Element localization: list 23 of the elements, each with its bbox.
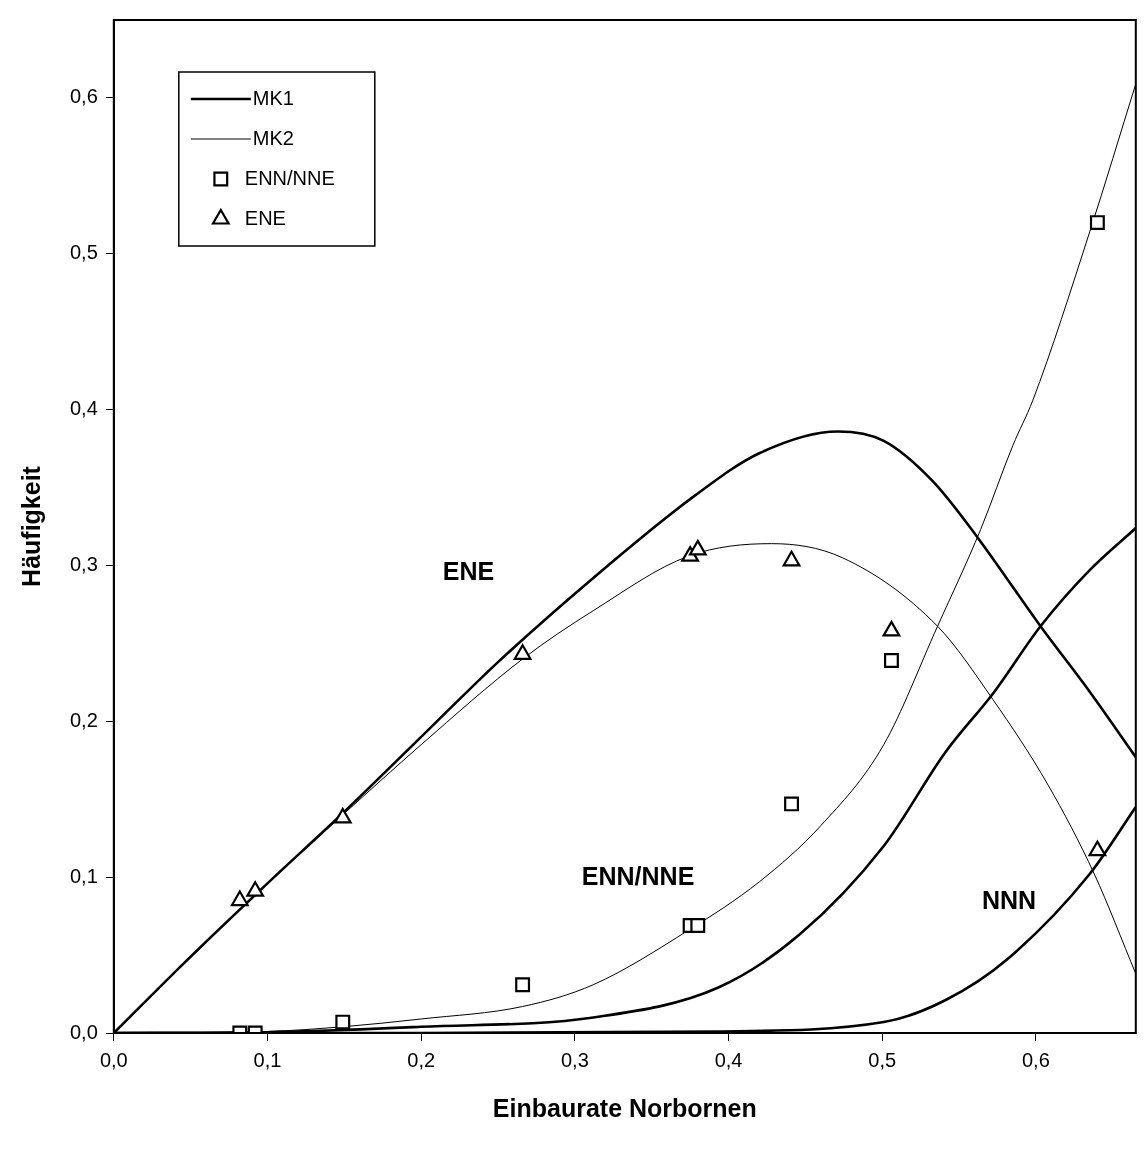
x-tick-label: 0,2 xyxy=(407,1048,436,1071)
x-tick-label: 0,5 xyxy=(868,1048,897,1071)
annotation: ENE xyxy=(442,556,495,585)
legend-label: MK2 xyxy=(252,126,294,149)
annotation: ENN/NNE xyxy=(581,861,695,890)
x-tick-label: 0,0 xyxy=(99,1048,128,1071)
x-tick-label: 0,3 xyxy=(560,1048,589,1071)
y-tick-label: 0,3 xyxy=(69,552,98,575)
y-tick-label: 0,4 xyxy=(69,397,98,420)
x-tick-label: 0,6 xyxy=(1022,1048,1050,1071)
y-tick-label: 0,6 xyxy=(69,85,98,108)
x-tick-label: 0,1 xyxy=(253,1048,282,1071)
legend-label: MK1 xyxy=(252,86,294,109)
annotation: NNN xyxy=(981,886,1037,915)
x-tick-label: 0,4 xyxy=(714,1048,743,1071)
y-tick-label: 0,0 xyxy=(69,1020,98,1043)
x-axis-title: Einbaurate Norbornen xyxy=(492,1093,757,1122)
y-tick-label: 0,2 xyxy=(69,708,98,731)
y-axis-title: Häufigkeit xyxy=(16,465,45,587)
y-tick-label: 0,5 xyxy=(69,241,98,264)
legend-label: ENE xyxy=(244,206,286,229)
y-tick-label: 0,1 xyxy=(69,864,98,887)
legend-label: ENN/NNE xyxy=(244,166,335,189)
